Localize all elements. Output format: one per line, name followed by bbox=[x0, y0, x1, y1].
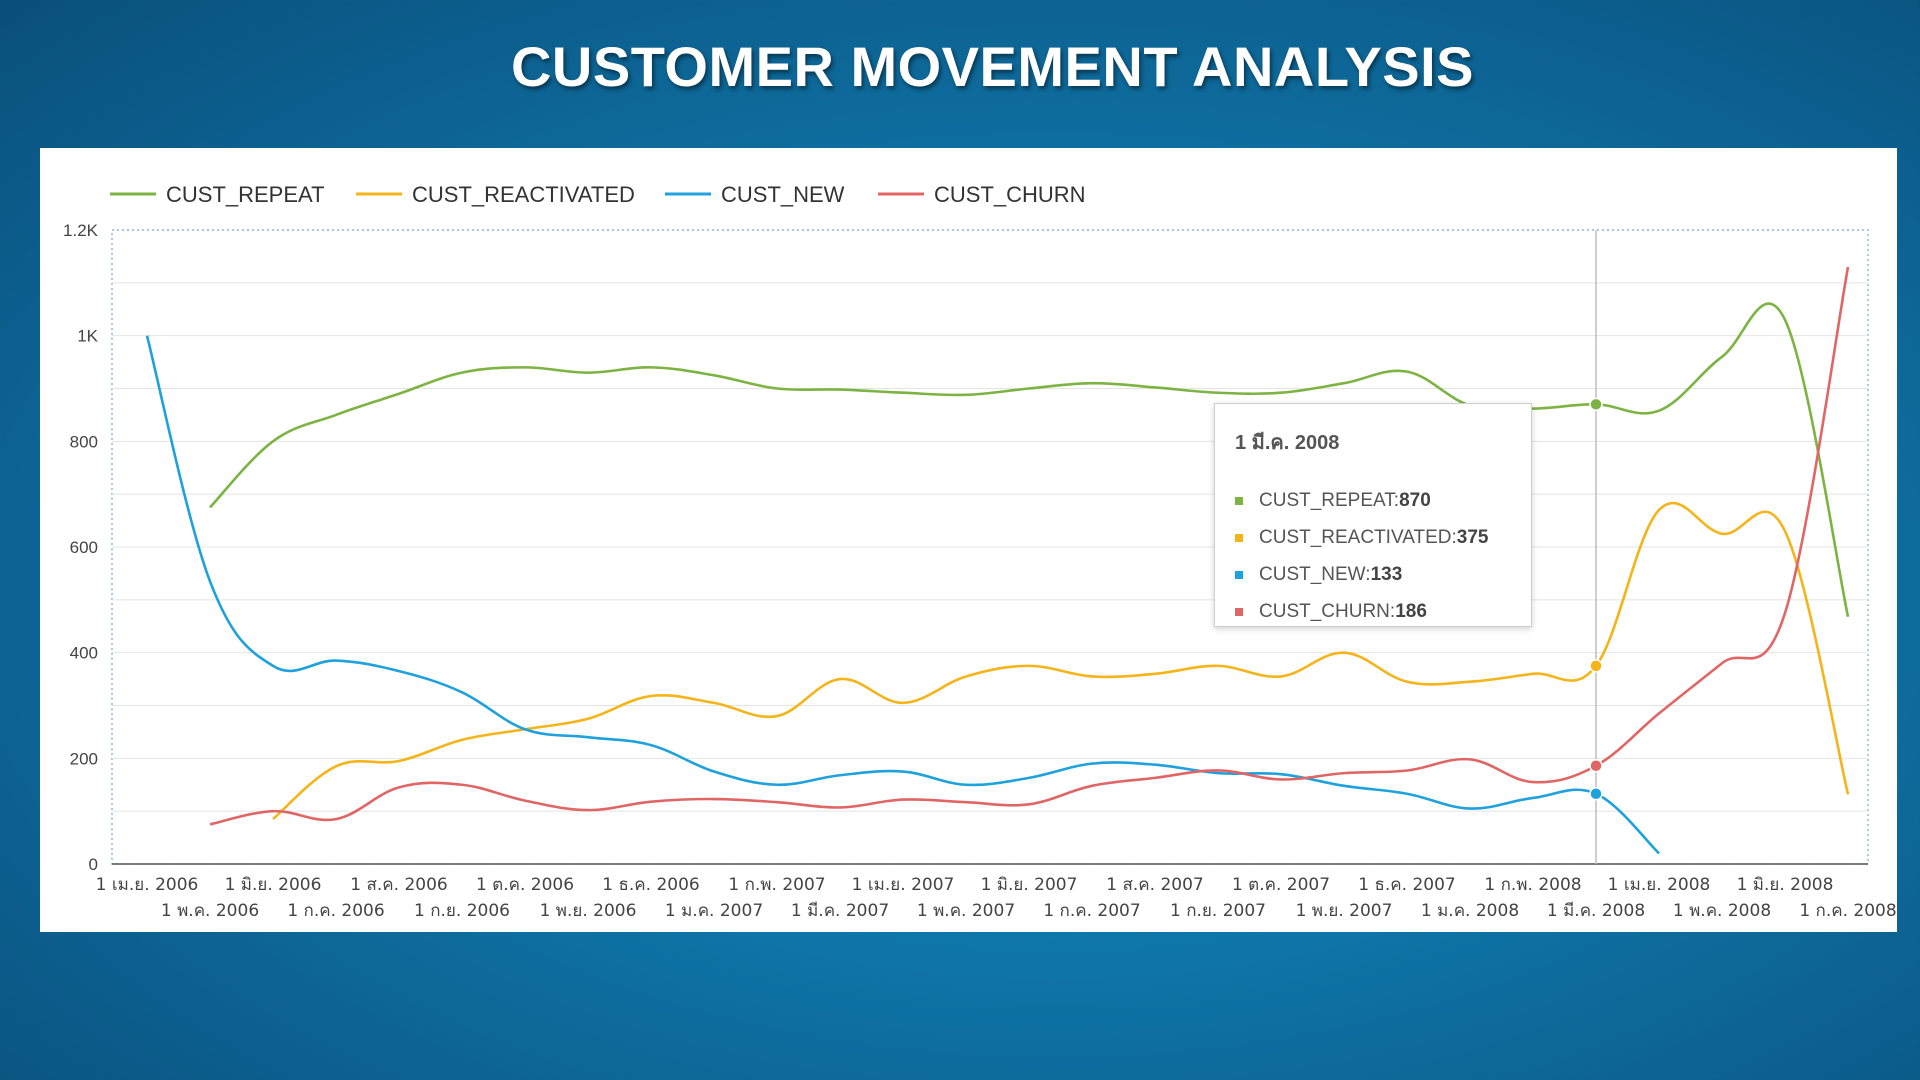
y-tick-label: 800 bbox=[70, 432, 98, 451]
x-tick-label: 1 ก.ค. 2007 bbox=[1043, 901, 1140, 921]
y-tick-label: 400 bbox=[70, 644, 98, 663]
x-tick-label: 1 ก.พ. 2008 bbox=[1484, 875, 1581, 895]
x-tick-label: 1 ก.ค. 2006 bbox=[287, 901, 384, 921]
x-tick-label: 1 พ.ย. 2007 bbox=[1296, 901, 1393, 921]
hover-marker-cust-repeat bbox=[1589, 397, 1603, 412]
line-chart-card: 0 200 400 600 800 1K 1.2K 1 เม.ย. 2006 1 พ.ค. 20… bbox=[40, 148, 1897, 932]
x-tick-label: 1 ส.ค. 2006 bbox=[350, 875, 447, 895]
x-tick-label: 1 พ.ค. 2007 bbox=[917, 901, 1015, 921]
x-tick-label: 1 ม.ค. 2007 bbox=[665, 901, 763, 921]
x-tick-label: 1 ก.ย. 2007 bbox=[1170, 901, 1266, 921]
tooltip-value: 186 bbox=[1395, 600, 1427, 622]
hover-tooltip: 1 มี.ค. 2008 CUST_REPEAT: 870 CUST_REACT… bbox=[1214, 403, 1532, 627]
x-tick-label: 1 ธ.ค. 2007 bbox=[1358, 875, 1455, 895]
line-chart[interactable]: 0 200 400 600 800 1K 1.2K 1 เม.ย. 2006 1 พ.ค. 20… bbox=[40, 148, 1897, 932]
tooltip-row-cust-reactivated: CUST_REACTIVATED: 375 bbox=[1235, 519, 1511, 556]
x-tick-label: 1 ส.ค. 2007 bbox=[1106, 875, 1203, 895]
tooltip-swatch bbox=[1235, 607, 1243, 616]
x-tick-label: 1 ก.ค. 2008 bbox=[1799, 901, 1896, 921]
tooltip-row-cust-churn: CUST_CHURN: 186 bbox=[1235, 593, 1511, 630]
hover-marker-cust-new bbox=[1589, 786, 1603, 801]
tooltip-value: 375 bbox=[1456, 526, 1489, 548]
x-tick-label: 1 ต.ค. 2006 bbox=[476, 875, 574, 895]
y-tick-label: 600 bbox=[70, 538, 98, 557]
tooltip-swatch bbox=[1235, 496, 1243, 505]
tooltip-swatch bbox=[1235, 570, 1243, 579]
tooltip-row-cust-new: CUST_NEW: 133 bbox=[1235, 556, 1511, 593]
x-tick-label: 1 ก.ย. 2006 bbox=[414, 901, 510, 921]
series-line-cust-repeat bbox=[209, 302, 1850, 618]
y-tick-label: 1K bbox=[77, 327, 98, 346]
x-tick-label: 1 ม.ค. 2008 bbox=[1421, 901, 1519, 921]
hover-marker-cust-reactivated bbox=[1589, 659, 1603, 673]
legend-item-cust-reactivated: CUST_REACTIVATED bbox=[412, 182, 635, 207]
y-tick-label: 1.2K bbox=[63, 221, 99, 240]
x-tick-label: 1 ต.ค. 2007 bbox=[1232, 875, 1330, 895]
tooltip-label: CUST_REACTIVATED: bbox=[1259, 526, 1457, 548]
tooltip-value: 870 bbox=[1399, 489, 1431, 511]
x-tick-label: 1 มิ.ย. 2008 bbox=[1737, 875, 1834, 895]
series-line-cust-reactivated bbox=[272, 501, 1850, 821]
x-tick-label: 1 พ.ค. 2006 bbox=[161, 901, 259, 921]
tooltip-date: 1 มี.ค. 2008 bbox=[1235, 432, 1340, 454]
legend-item-cust-repeat: CUST_REPEAT bbox=[166, 182, 325, 207]
x-tick-label: 1 พ.ย. 2006 bbox=[540, 901, 637, 921]
x-tick-label: 1 ก.พ. 2007 bbox=[728, 875, 825, 895]
hover-marker-cust-churn bbox=[1589, 758, 1603, 773]
legend-item-cust-new: CUST_NEW bbox=[721, 182, 845, 207]
tooltip-label: CUST_NEW: bbox=[1259, 563, 1371, 585]
x-tick-label: 1 มี.ค. 2007 bbox=[791, 901, 889, 921]
tooltip-row-cust-repeat: CUST_REPEAT: 870 bbox=[1235, 482, 1511, 519]
x-tick-label: 1 มิ.ย. 2006 bbox=[225, 875, 322, 895]
tooltip-label: CUST_REPEAT: bbox=[1259, 489, 1400, 511]
y-tick-label: 200 bbox=[70, 749, 98, 768]
x-tick-label: 1 มี.ค. 2008 bbox=[1547, 901, 1645, 921]
x-tick-label: 1 เม.ย. 2008 bbox=[1608, 875, 1711, 895]
x-tick-label: 1 เม.ย. 2007 bbox=[852, 875, 955, 895]
x-tick-label: 1 ธ.ค. 2006 bbox=[602, 875, 699, 895]
tooltip-label: CUST_CHURN: bbox=[1259, 600, 1396, 622]
x-tick-label: 1 มิ.ย. 2007 bbox=[981, 875, 1078, 895]
x-tick-label: 1 เม.ย. 2006 bbox=[96, 875, 199, 895]
series-line-cust-new bbox=[145, 335, 1660, 855]
x-tick-label: 1 พ.ค. 2008 bbox=[1673, 901, 1771, 921]
y-tick-label: 0 bbox=[89, 855, 98, 874]
page-title: CUSTOMER MOVEMENT ANALYSIS bbox=[510, 35, 1475, 98]
series-line-cust-churn bbox=[209, 266, 1850, 826]
tooltip-swatch bbox=[1235, 533, 1243, 542]
tooltip-value: 133 bbox=[1370, 563, 1403, 585]
legend-item-cust-churn: CUST_CHURN bbox=[934, 182, 1086, 207]
